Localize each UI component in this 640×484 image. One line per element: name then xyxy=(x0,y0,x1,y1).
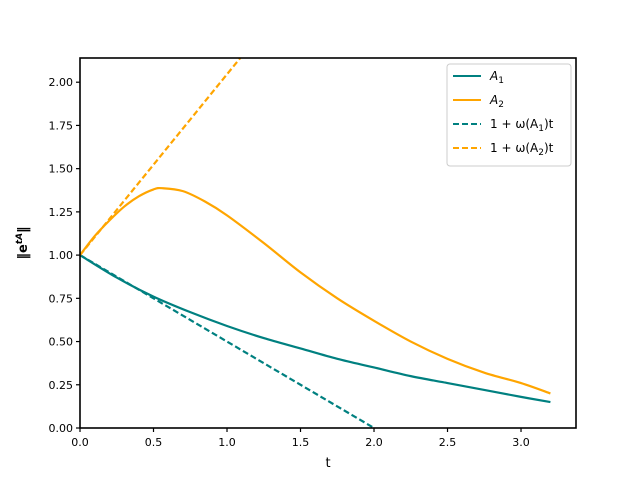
x-axis-label: t xyxy=(325,456,330,471)
y-tick-label: 0.00 xyxy=(49,422,74,435)
x-tick-label: 1.5 xyxy=(292,436,310,449)
y-axis-ticks: 0.00 0.25 0.50 0.75 1.00 1.25 1.50 1.75 2.00 xyxy=(49,76,80,435)
legend-label: A1 xyxy=(489,69,504,86)
x-tick-label: 1.0 xyxy=(218,436,236,449)
y-tick-label: 0.25 xyxy=(49,379,74,392)
legend: A1 A2 1 + ω(A1)t 1 + ω(A2)t xyxy=(446,63,572,167)
y-tick-label: 1.50 xyxy=(49,163,74,176)
x-tick-label: 2.0 xyxy=(365,436,383,449)
y-tick-label: 0.50 xyxy=(49,336,74,349)
x-tick-label: 2.5 xyxy=(439,436,457,449)
plot-frame xyxy=(79,57,577,429)
series-line-2 xyxy=(80,254,375,428)
series-line-0 xyxy=(80,254,551,404)
legend-label: A2 xyxy=(489,93,504,110)
y-tick-label: 1.00 xyxy=(49,249,74,262)
series-line-3 xyxy=(80,58,242,256)
x-tick-label: 0.0 xyxy=(71,436,89,449)
y-tick-label: 2.00 xyxy=(49,76,74,89)
y-tick-label: 0.75 xyxy=(49,292,74,305)
series-line-1 xyxy=(80,186,551,395)
x-tick-label: 3.0 xyxy=(512,436,530,449)
plot-lines xyxy=(80,58,551,428)
x-tick-label: 0.5 xyxy=(145,436,163,449)
x-axis-ticks: 0.0 0.5 1.0 1.5 2.0 2.5 3.0 xyxy=(71,428,530,449)
y-tick-label: 1.25 xyxy=(49,206,74,219)
legend-label: 1 + ω(A2)t xyxy=(490,141,554,158)
legend-frame xyxy=(446,63,572,167)
y-tick-label: 1.75 xyxy=(49,119,74,132)
legend-label: 1 + ω(A1)t xyxy=(490,117,554,134)
